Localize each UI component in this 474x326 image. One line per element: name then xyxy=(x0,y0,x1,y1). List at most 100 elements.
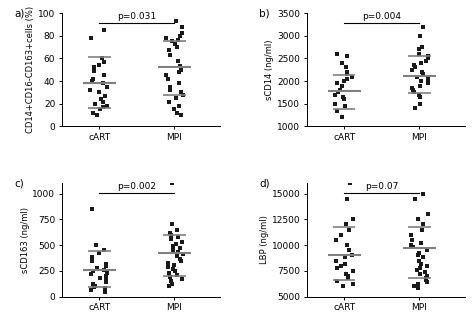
Point xyxy=(343,53,351,59)
Point xyxy=(423,277,430,283)
Text: p=0.004: p=0.004 xyxy=(362,12,401,21)
Point xyxy=(101,286,109,291)
Point xyxy=(91,284,99,289)
Point xyxy=(417,271,424,276)
Point xyxy=(419,222,427,227)
Point xyxy=(102,261,109,266)
Point xyxy=(87,287,95,292)
Point xyxy=(410,284,418,289)
Point xyxy=(90,285,98,290)
Point xyxy=(179,252,187,257)
Y-axis label: sCD14 (ng/ml): sCD14 (ng/ml) xyxy=(265,39,274,100)
Text: a): a) xyxy=(14,8,25,19)
Point xyxy=(95,63,103,68)
Point xyxy=(173,110,181,115)
Point xyxy=(409,88,417,93)
Point xyxy=(343,76,350,82)
Point xyxy=(168,232,175,237)
Point xyxy=(174,38,182,43)
Point xyxy=(333,108,340,113)
Point xyxy=(416,83,424,88)
Point xyxy=(339,284,346,289)
Point xyxy=(100,267,108,273)
Point xyxy=(343,243,351,248)
Point xyxy=(349,282,356,287)
Point xyxy=(417,261,425,266)
Point xyxy=(165,270,173,275)
Text: p=0.031: p=0.031 xyxy=(117,12,156,21)
Point xyxy=(102,274,109,279)
Point xyxy=(90,68,98,73)
Point xyxy=(90,76,97,82)
Point xyxy=(171,41,179,46)
Point xyxy=(168,39,176,44)
Point xyxy=(91,65,98,70)
Point xyxy=(164,264,172,269)
Point xyxy=(176,69,183,75)
Point xyxy=(88,79,96,84)
Point xyxy=(177,90,185,95)
Y-axis label: CD14+CD16-CD163+cells (%): CD14+CD16-CD163+cells (%) xyxy=(27,6,36,133)
Point xyxy=(164,260,172,265)
Point xyxy=(102,277,110,283)
Point xyxy=(172,242,180,247)
Point xyxy=(414,217,421,222)
Point xyxy=(349,268,357,274)
Point xyxy=(333,81,340,86)
Text: d): d) xyxy=(259,179,270,189)
Point xyxy=(174,58,182,63)
Point xyxy=(422,58,429,63)
Point xyxy=(97,275,104,281)
Point xyxy=(96,90,103,95)
Point xyxy=(408,243,415,248)
Point xyxy=(415,47,423,52)
Point xyxy=(176,64,183,69)
Point xyxy=(165,284,173,289)
Text: p=0.07: p=0.07 xyxy=(365,182,399,191)
Point xyxy=(343,196,351,201)
Point xyxy=(173,44,181,50)
Point xyxy=(342,261,349,266)
Point xyxy=(332,101,339,106)
Point xyxy=(343,271,350,276)
Point xyxy=(166,84,173,89)
Point xyxy=(423,248,431,253)
Point xyxy=(345,275,352,281)
Point xyxy=(338,83,346,88)
Point xyxy=(416,101,424,106)
Point xyxy=(162,73,170,78)
Point xyxy=(337,263,345,268)
Point xyxy=(424,53,431,59)
Point xyxy=(167,279,175,284)
Point xyxy=(170,262,178,267)
Point xyxy=(417,265,424,270)
Point xyxy=(341,79,348,84)
Point xyxy=(87,36,94,41)
Point xyxy=(333,51,341,56)
Point xyxy=(339,115,346,120)
Point xyxy=(423,275,430,281)
Point xyxy=(424,76,431,82)
Point xyxy=(407,232,415,237)
Point xyxy=(408,237,416,243)
Point xyxy=(408,67,415,72)
Point xyxy=(173,273,181,278)
Point xyxy=(100,99,107,104)
Point xyxy=(168,181,176,186)
Point xyxy=(179,92,186,97)
Text: b): b) xyxy=(259,8,270,19)
Point xyxy=(173,227,181,232)
Point xyxy=(103,103,110,109)
Point xyxy=(166,52,174,58)
Point xyxy=(176,33,184,38)
Point xyxy=(172,96,179,101)
Point xyxy=(169,248,177,253)
Point xyxy=(164,76,171,82)
Point xyxy=(341,255,349,260)
Point xyxy=(414,253,421,258)
Point xyxy=(417,79,425,84)
Point xyxy=(416,251,423,256)
Point xyxy=(333,265,341,270)
Point xyxy=(348,253,356,258)
Point xyxy=(168,222,176,227)
